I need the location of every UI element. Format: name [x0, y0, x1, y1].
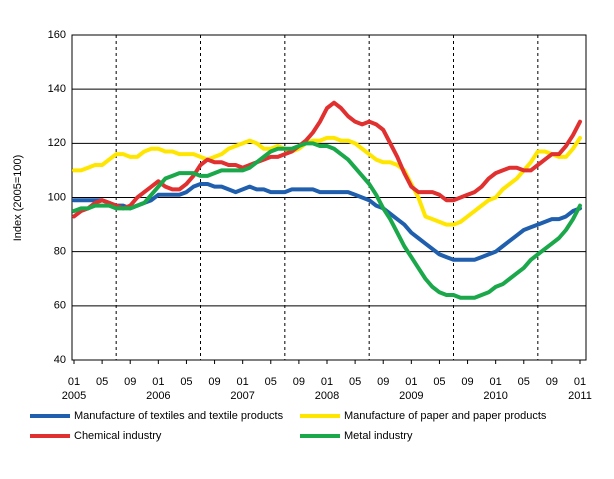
series-line — [72, 181, 582, 262]
x-tick-label: 01 — [405, 376, 417, 388]
legend-label: Chemical industry — [74, 430, 162, 442]
x-tick-label: 09 — [124, 376, 136, 388]
x-tick-label: 09 — [461, 376, 473, 388]
y-tick-label: 40 — [54, 354, 66, 366]
x-year-label: 2006 — [146, 390, 170, 402]
x-tick-label: 05 — [433, 376, 445, 388]
x-year-label: 2007 — [230, 390, 254, 402]
y-tick-label: 60 — [54, 300, 66, 312]
legend-label: Metal industry — [344, 430, 413, 442]
x-tick-label: 09 — [546, 376, 558, 388]
x-year-label: 2009 — [399, 390, 423, 402]
x-tick-label: 01 — [237, 376, 249, 388]
legend-label: Manufacture of paper and paper products — [344, 410, 547, 422]
legend-label: Manufacture of textiles and textile prod… — [74, 410, 284, 422]
x-tick-label: 01 — [68, 376, 80, 388]
x-tick-label: 05 — [265, 376, 277, 388]
x-tick-label: 05 — [180, 376, 192, 388]
y-tick-label: 140 — [48, 83, 66, 95]
series-line — [72, 141, 582, 300]
x-tick-label: 01 — [574, 376, 586, 388]
series-line — [72, 100, 582, 219]
x-year-label: 2011 — [568, 390, 592, 402]
series-line — [72, 135, 582, 227]
y-tick-label: 120 — [48, 137, 66, 149]
y-tick-label: 160 — [48, 29, 66, 41]
x-tick-label: 09 — [377, 376, 389, 388]
x-tick-label: 01 — [490, 376, 502, 388]
x-year-label: 2010 — [483, 390, 507, 402]
x-tick-label: 05 — [518, 376, 530, 388]
x-tick-label: 01 — [321, 376, 333, 388]
y-tick-label: 100 — [48, 191, 66, 203]
x-year-label: 2005 — [62, 390, 86, 402]
x-tick-label: 09 — [208, 376, 220, 388]
x-year-label: 2008 — [315, 390, 339, 402]
y-axis-label: Index (2005=100) — [12, 155, 24, 242]
x-tick-label: 01 — [152, 376, 164, 388]
x-tick-label: 05 — [96, 376, 108, 388]
x-tick-label: 05 — [349, 376, 361, 388]
y-tick-label: 80 — [54, 246, 66, 258]
x-tick-label: 09 — [293, 376, 305, 388]
